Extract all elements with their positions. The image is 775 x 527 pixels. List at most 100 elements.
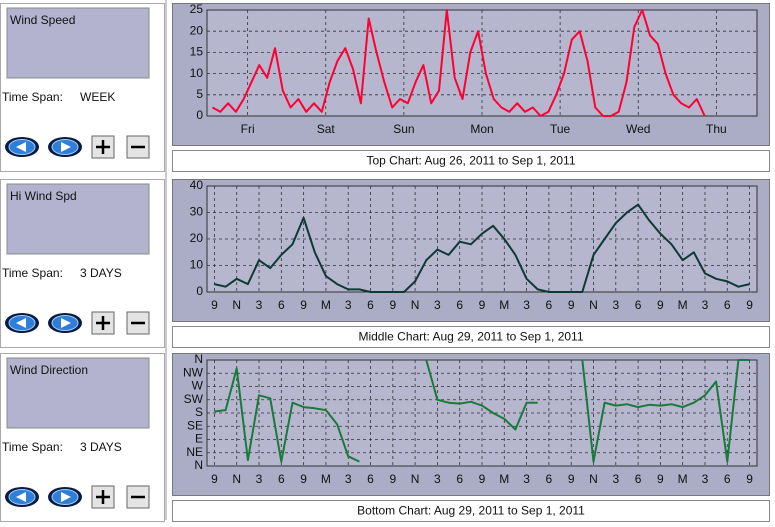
x-tick-label: 6 [546, 472, 553, 486]
next-button[interactable] [48, 313, 82, 333]
sensor-box [6, 357, 150, 429]
time-span-value: 3 DAYS [80, 266, 122, 280]
zoom-in-button[interactable] [91, 485, 115, 509]
x-tick-label: N [232, 298, 241, 312]
x-tick-label: 9 [479, 298, 486, 312]
x-tick-label: M [678, 472, 688, 486]
x-tick-label: 9 [746, 298, 753, 312]
x-tick-label: 3 [612, 472, 619, 486]
x-tick-label: Thu [706, 122, 727, 136]
y-tick-label: 20 [190, 23, 204, 37]
x-tick-label: 3 [523, 298, 530, 312]
y-tick-label: 10 [190, 66, 204, 80]
x-tick-label: M [678, 298, 688, 312]
x-tick-label: N [411, 472, 420, 486]
button-arrow[interactable] [16, 318, 26, 328]
y-tick-label: 20 [190, 231, 204, 245]
y-tick-label: 0 [196, 108, 203, 122]
button-arrow[interactable] [61, 142, 71, 152]
sensor-box [6, 183, 150, 255]
button-arrow[interactable] [61, 318, 71, 328]
data-line [214, 203, 750, 293]
zoom-out-button[interactable] [126, 135, 150, 159]
x-tick-label: 3 [523, 472, 530, 486]
x-tick-label: 6 [456, 298, 463, 312]
time-span-value: WEEK [80, 90, 115, 104]
y-tick-label: 5 [196, 87, 203, 101]
y-tick-label: 40 [190, 178, 204, 192]
x-tick-label: M [321, 472, 331, 486]
x-tick-label: 3 [612, 298, 619, 312]
next-button[interactable] [48, 137, 82, 157]
plot-area [206, 9, 758, 117]
x-tick-label: 6 [367, 472, 374, 486]
data-line [214, 359, 750, 463]
sensor-label: Hi Wind Spd [10, 189, 77, 203]
sensor-label: Wind Direction [10, 363, 88, 377]
x-tick-label: 9 [211, 298, 218, 312]
x-tick-label: N [411, 298, 420, 312]
x-tick-label: 3 [702, 298, 709, 312]
y-tick-label: SE [187, 418, 203, 432]
x-tick-label: 9 [389, 472, 396, 486]
zoom-out-button[interactable] [126, 311, 150, 335]
prev-button[interactable] [5, 137, 39, 157]
prev-button[interactable] [5, 313, 39, 333]
x-tick-label: N [589, 298, 598, 312]
x-tick-label: 3 [434, 298, 441, 312]
time-span-label: Time Span: [2, 440, 63, 454]
x-tick-label: N [232, 472, 241, 486]
zoom-out-button[interactable] [126, 485, 150, 509]
x-tick-label: 9 [389, 298, 396, 312]
chart: 0 5 10 15 20 25 Fri Sat Sun Mon Tue Wed Thu [172, 2, 770, 146]
zoom-in-button[interactable] [91, 311, 115, 335]
x-tick-label: 3 [256, 298, 263, 312]
caption-box [172, 326, 770, 348]
x-tick-label: Wed [626, 122, 650, 136]
button-arrow[interactable] [61, 492, 71, 502]
y-tick-label: 30 [190, 205, 204, 219]
y-tick-label: W [192, 379, 204, 393]
y-tick-label: S [195, 405, 203, 419]
y-tick-label: NE [186, 445, 203, 459]
x-tick-label: M [499, 472, 509, 486]
caption-box [172, 150, 770, 172]
button-arrow[interactable] [16, 142, 26, 152]
prev-button[interactable] [5, 487, 39, 507]
x-tick-label: Fri [241, 122, 255, 136]
x-tick-label: Mon [470, 122, 493, 136]
x-tick-label: 9 [568, 472, 575, 486]
x-tick-label: Sat [317, 122, 336, 136]
x-tick-label: 9 [300, 298, 307, 312]
caption-box [172, 500, 770, 522]
button-arrow[interactable] [16, 492, 26, 502]
next-button[interactable] [48, 487, 82, 507]
y-tick-label: 25 [190, 2, 204, 16]
y-tick-label: SW [184, 392, 204, 406]
x-tick-label: 9 [300, 472, 307, 486]
x-tick-label: 3 [345, 298, 352, 312]
control-panel: Hi Wind Spd Time Span: 3 DAYS [0, 179, 165, 348]
zoom-in-button[interactable] [91, 135, 115, 159]
y-tick-label: 15 [190, 45, 204, 59]
x-tick-label: 3 [256, 472, 263, 486]
y-tick-label: N [194, 352, 203, 366]
x-tick-label: 3 [434, 472, 441, 486]
control-panel: Wind Direction Time Span: 3 DAYS [0, 353, 165, 522]
x-tick-label: 6 [278, 298, 285, 312]
x-tick-label: 9 [657, 472, 664, 486]
sensor-label: Wind Speed [10, 13, 75, 27]
y-tick-label: N [194, 458, 203, 472]
control-panel: Wind Speed Time Span: WEEK [0, 3, 165, 172]
chart-caption: Middle Chart: Aug 29, 2011 to Sep 1, 201… [358, 330, 583, 344]
x-tick-label: M [499, 298, 509, 312]
y-tick-label: 0 [196, 284, 203, 298]
time-span-value: 3 DAYS [80, 440, 122, 454]
x-tick-label: 3 [702, 472, 709, 486]
x-tick-label: N [589, 472, 598, 486]
time-span-label: Time Span: [2, 90, 63, 104]
y-tick-label: E [195, 432, 203, 446]
x-tick-label: 9 [568, 298, 575, 312]
